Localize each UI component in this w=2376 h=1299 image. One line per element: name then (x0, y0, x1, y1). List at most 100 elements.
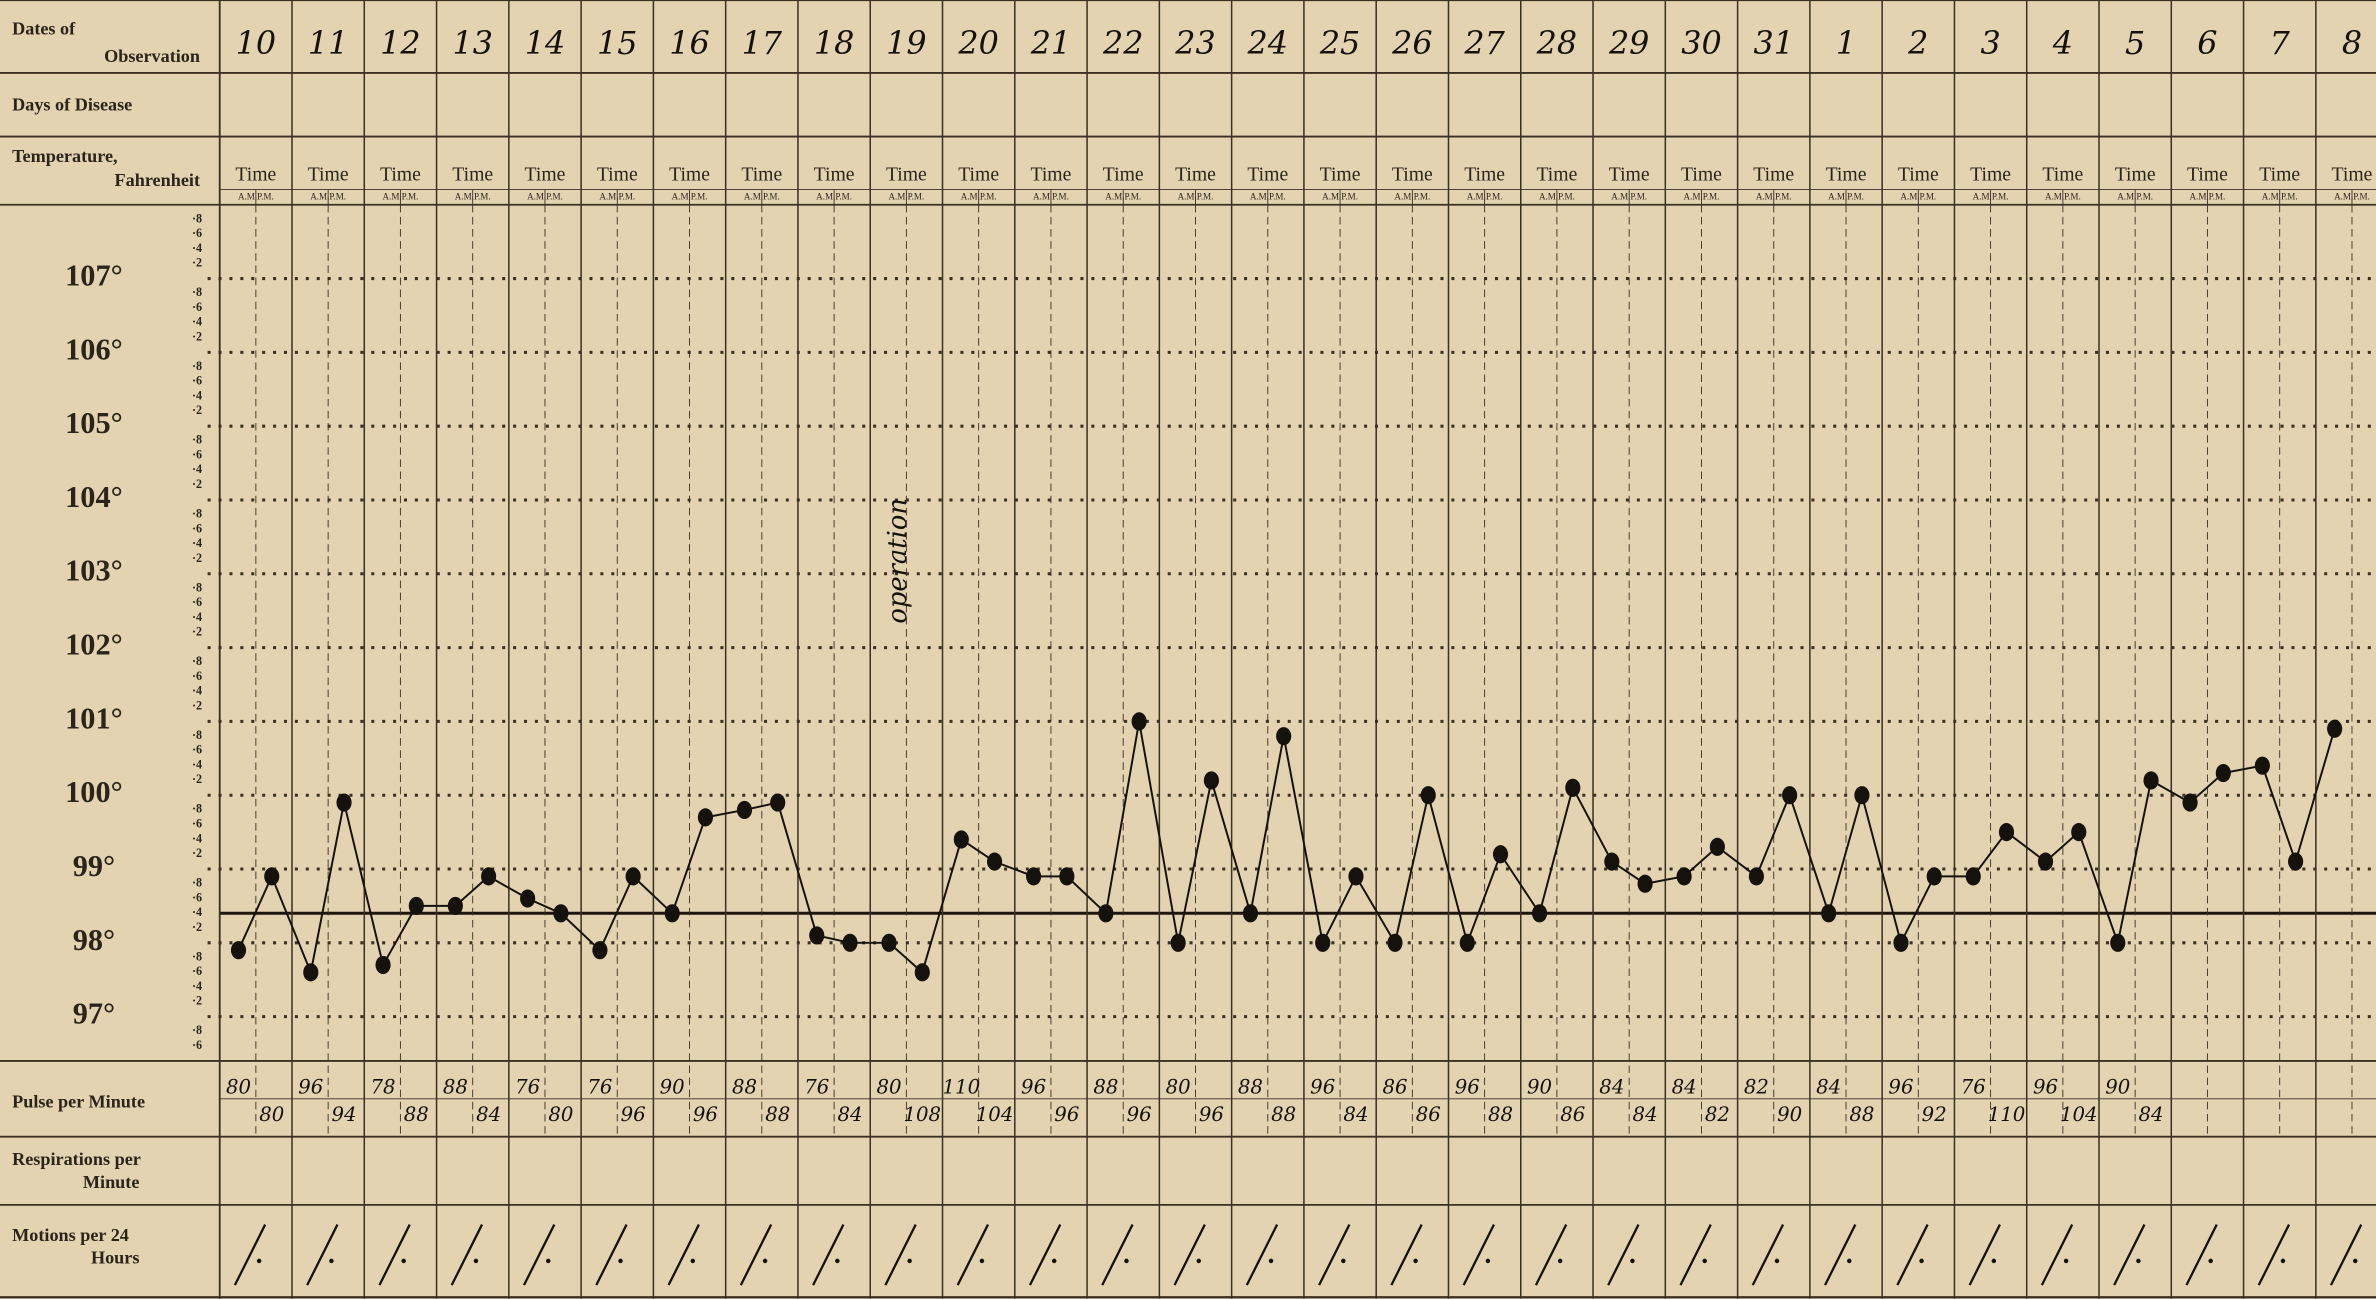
date: 16 (669, 24, 709, 62)
temperature-point (2215, 763, 2231, 783)
motion-dot (762, 1258, 768, 1264)
temperature-point (1604, 852, 1620, 871)
fraction-label: ·6 (192, 521, 202, 535)
fraction-label: ·2 (192, 920, 202, 934)
motion-dot (2063, 1258, 2069, 1264)
fraction-label: ·6 (192, 447, 202, 461)
temperature-point (881, 933, 897, 952)
motion-dot (256, 1258, 262, 1264)
fraction-label: ·6 (192, 1038, 202, 1052)
time-label: Time (1103, 163, 1144, 185)
date: 4 (2052, 24, 2073, 62)
ampm-label: A.M.P.M. (1900, 191, 1936, 201)
date: 20 (957, 24, 998, 62)
time-label: Time (1031, 163, 1072, 185)
fraction-label: ·2 (192, 551, 202, 565)
motion-dot (2352, 1258, 2358, 1264)
ampm-label: A.M.P.M. (816, 191, 852, 201)
ampm-label: A.M.P.M. (1467, 191, 1503, 201)
date: 6 (2197, 24, 2217, 62)
degree-label: 107° (65, 259, 123, 293)
pulse-value: 90 (2105, 1076, 2130, 1099)
date: 15 (597, 24, 637, 62)
motion-stroke (1101, 1224, 1134, 1286)
fraction-label: ·8 (192, 507, 202, 521)
temperature-point (1098, 904, 1114, 923)
temperature-point (1026, 867, 1042, 886)
fraction-label: ·6 (192, 300, 202, 314)
pulse-value: 76 (804, 1076, 829, 1099)
temperature-point (303, 963, 319, 982)
fraction-label: ·6 (192, 595, 202, 609)
date: 21 (1030, 24, 1071, 62)
pulse-value: 76 (587, 1076, 612, 1099)
pulse-value: 110 (1988, 1103, 2026, 1126)
date: 10 (236, 24, 276, 62)
ampm-label: A.M.P.M. (383, 191, 419, 201)
degree-label: 105° (65, 406, 123, 440)
time-label: Time (308, 163, 349, 185)
temperature-point (770, 793, 786, 812)
pulse-value: 96 (298, 1076, 323, 1099)
temperature-point (1748, 867, 1764, 886)
pulse-value: 76 (1961, 1076, 1986, 1099)
temperature-point (1315, 933, 1331, 952)
date: 8 (2342, 24, 2362, 62)
pulse-value: 90 (1777, 1103, 1802, 1126)
motion-stroke (739, 1224, 773, 1286)
date: 26 (1391, 24, 1432, 62)
temperature-point (1203, 771, 1219, 790)
date: 31 (1753, 24, 1793, 62)
fraction-label: ·2 (192, 772, 202, 786)
temperature-point (408, 896, 424, 916)
motion-stroke (1751, 1224, 1785, 1286)
motion-dot (1557, 1258, 1563, 1264)
time-label: Time (1320, 163, 1361, 185)
date: 2 (1907, 24, 1928, 62)
motion-stroke (812, 1224, 845, 1286)
motion-stroke (667, 1224, 700, 1286)
motion-stroke (884, 1224, 917, 1286)
ampm-label: A.M.P.M. (2190, 191, 2226, 201)
time-label: Time (814, 163, 855, 185)
motion-dot (690, 1258, 696, 1264)
degree-label: 101° (65, 701, 123, 735)
date: 3 (1980, 24, 2000, 62)
pulse-value: 88 (1849, 1103, 1874, 1126)
pulse-value: 82 (1705, 1103, 1730, 1126)
row-label: Respirations per (12, 1149, 141, 1169)
pulse-value: 84 (1343, 1103, 1368, 1126)
temperature-point (1965, 867, 1981, 886)
time-label: Time (1175, 163, 1216, 185)
row-label: Pulse per Minute (12, 1092, 145, 1112)
motion-dot (835, 1258, 840, 1264)
fraction-label: ·4 (192, 315, 202, 329)
motion-stroke (306, 1224, 339, 1286)
pulse-value: 110 (943, 1076, 981, 1099)
motion-stroke (956, 1224, 989, 1286)
time-label: Time (2115, 163, 2156, 185)
temperature-point (2110, 933, 2126, 952)
motion-dot (979, 1258, 985, 1264)
fraction-label: ·4 (192, 757, 202, 771)
row-label: Minute (83, 1172, 140, 1192)
pulse-value: 104 (976, 1103, 1014, 1126)
pulse-value: 96 (693, 1103, 718, 1126)
pulse-value: 88 (443, 1076, 468, 1099)
motion-stroke (2185, 1224, 2218, 1286)
fraction-label: ·2 (192, 477, 202, 491)
temperature-point (2143, 771, 2159, 790)
motion-dot (329, 1258, 334, 1264)
motion-stroke (595, 1224, 628, 1286)
ampm-label: A.M.P.M. (238, 191, 274, 201)
pulse-value: 80 (877, 1076, 902, 1099)
time-label: Time (1464, 163, 1505, 185)
date: 1 (1836, 24, 1856, 62)
motion-dot (401, 1258, 406, 1264)
temperature-point (553, 904, 569, 923)
annotation: operation (883, 498, 913, 624)
temperature-point (2071, 823, 2087, 842)
fraction-label: ·2 (192, 403, 202, 417)
motion-dot (1196, 1258, 1202, 1264)
pulse-value: 88 (1093, 1076, 1118, 1099)
